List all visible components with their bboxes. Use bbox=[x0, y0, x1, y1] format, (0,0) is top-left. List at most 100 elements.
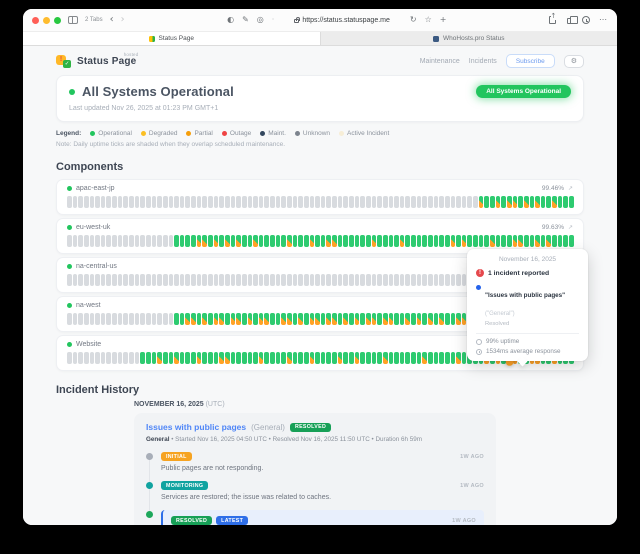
uptime-tick[interactable] bbox=[151, 196, 157, 208]
uptime-tick[interactable] bbox=[236, 274, 241, 286]
uptime-tick[interactable] bbox=[506, 235, 512, 247]
uptime-tick[interactable] bbox=[326, 196, 332, 208]
uptime-tick[interactable] bbox=[264, 313, 270, 325]
uptime-tick[interactable] bbox=[286, 313, 292, 325]
uptime-tick[interactable] bbox=[343, 196, 349, 208]
uptime-tick[interactable] bbox=[298, 313, 303, 325]
uptime-tick[interactable] bbox=[185, 352, 191, 364]
uptime-tick[interactable] bbox=[258, 235, 264, 247]
uptime-tick[interactable] bbox=[208, 313, 213, 325]
uptime-tick[interactable] bbox=[253, 235, 258, 247]
uptime-tick[interactable] bbox=[123, 313, 129, 325]
uptime-tick[interactable] bbox=[89, 352, 95, 364]
uptime-tick[interactable] bbox=[151, 313, 157, 325]
uptime-tick[interactable] bbox=[145, 235, 151, 247]
uptime-tick[interactable] bbox=[461, 235, 467, 247]
uptime-tick[interactable] bbox=[95, 235, 100, 247]
uptime-tick[interactable] bbox=[439, 274, 444, 286]
uptime-tick[interactable] bbox=[422, 352, 427, 364]
uptime-tick[interactable] bbox=[134, 196, 140, 208]
uptime-tick[interactable] bbox=[320, 352, 326, 364]
uptime-tick[interactable] bbox=[275, 235, 281, 247]
uptime-tick[interactable] bbox=[394, 274, 399, 286]
uptime-tick[interactable] bbox=[315, 274, 320, 286]
uptime-tick[interactable] bbox=[428, 352, 433, 364]
uptime-tick[interactable] bbox=[540, 196, 546, 208]
extensions-icon[interactable]: ◎ bbox=[256, 15, 264, 24]
uptime-tick[interactable] bbox=[162, 274, 168, 286]
uptime-tick[interactable] bbox=[382, 235, 388, 247]
component-row[interactable]: eu-west-uk 99.63% ↗ bbox=[56, 218, 584, 254]
uptime-tick[interactable] bbox=[286, 196, 292, 208]
uptime-tick[interactable] bbox=[185, 196, 191, 208]
uptime-tick[interactable] bbox=[467, 196, 473, 208]
uptime-tick[interactable] bbox=[309, 196, 315, 208]
browser-tab[interactable]: WhoHosts.pro Status bbox=[321, 32, 618, 45]
uptime-tick[interactable] bbox=[377, 274, 382, 286]
close-window-button[interactable] bbox=[32, 16, 39, 24]
uptime-tick[interactable] bbox=[286, 235, 292, 247]
uptime-tick[interactable] bbox=[208, 352, 213, 364]
uptime-tick[interactable] bbox=[428, 274, 433, 286]
uptime-tick[interactable] bbox=[247, 196, 253, 208]
uptime-tick[interactable] bbox=[365, 274, 371, 286]
uptime-tick[interactable] bbox=[286, 352, 292, 364]
uptime-tick[interactable] bbox=[134, 274, 140, 286]
uptime-tick[interactable] bbox=[563, 196, 569, 208]
uptime-tick[interactable] bbox=[332, 196, 337, 208]
uptime-tick[interactable] bbox=[224, 235, 230, 247]
uptime-tick[interactable] bbox=[202, 235, 208, 247]
uptime-tick[interactable] bbox=[512, 235, 518, 247]
uptime-tick[interactable] bbox=[270, 274, 275, 286]
uptime-tick[interactable] bbox=[411, 274, 416, 286]
uptime-tick[interactable] bbox=[145, 274, 151, 286]
uptime-tick[interactable] bbox=[428, 196, 433, 208]
uptime-tick[interactable] bbox=[320, 235, 326, 247]
bookmark-star-icon[interactable]: ☆ bbox=[424, 15, 432, 24]
uptime-tick[interactable] bbox=[388, 274, 394, 286]
uptime-tick[interactable] bbox=[123, 352, 129, 364]
uptime-tick[interactable] bbox=[196, 352, 202, 364]
uptime-tick[interactable] bbox=[72, 235, 78, 247]
uptime-tick[interactable] bbox=[399, 352, 405, 364]
uptime-tick[interactable] bbox=[72, 352, 78, 364]
uptime-tick[interactable] bbox=[399, 274, 405, 286]
uptime-tick[interactable] bbox=[270, 313, 275, 325]
more-options-icon[interactable]: ⋯ bbox=[599, 15, 608, 24]
uptime-tick[interactable] bbox=[433, 274, 439, 286]
uptime-tick[interactable] bbox=[129, 352, 134, 364]
uptime-tick[interactable] bbox=[196, 235, 202, 247]
sidebar-icon[interactable] bbox=[68, 16, 78, 24]
uptime-tick[interactable] bbox=[185, 313, 191, 325]
uptime-tick[interactable] bbox=[202, 196, 208, 208]
uptime-tick[interactable] bbox=[140, 235, 145, 247]
uptime-tick[interactable] bbox=[315, 235, 320, 247]
uptime-tick[interactable] bbox=[360, 313, 365, 325]
uptime-tick[interactable] bbox=[399, 235, 405, 247]
uptime-tick[interactable] bbox=[292, 313, 298, 325]
uptime-tick[interactable] bbox=[349, 274, 354, 286]
uptime-tick[interactable] bbox=[89, 274, 95, 286]
uptime-tick[interactable] bbox=[89, 313, 95, 325]
uptime-tick[interactable] bbox=[433, 196, 439, 208]
uptime-tick[interactable] bbox=[450, 235, 456, 247]
uptime-tick[interactable] bbox=[326, 274, 332, 286]
uptime-tick[interactable] bbox=[224, 274, 230, 286]
uptime-tick[interactable] bbox=[546, 235, 552, 247]
uptime-tick[interactable] bbox=[303, 352, 309, 364]
uptime-tick[interactable] bbox=[405, 352, 411, 364]
uptime-tick[interactable] bbox=[140, 313, 145, 325]
uptime-tick[interactable] bbox=[168, 352, 174, 364]
uptime-tick[interactable] bbox=[332, 235, 337, 247]
uptime-tick[interactable] bbox=[360, 352, 365, 364]
uptime-tick[interactable] bbox=[106, 274, 112, 286]
uptime-tick[interactable] bbox=[208, 196, 213, 208]
uptime-tick[interactable] bbox=[388, 196, 394, 208]
uptime-tick[interactable] bbox=[213, 352, 219, 364]
uptime-tick[interactable] bbox=[422, 196, 427, 208]
tab-overview-icon[interactable] bbox=[567, 15, 578, 24]
reader-icon[interactable]: ◐ bbox=[227, 15, 235, 24]
uptime-tick[interactable] bbox=[174, 196, 179, 208]
uptime-tick[interactable] bbox=[405, 196, 411, 208]
uptime-tick[interactable] bbox=[433, 352, 439, 364]
